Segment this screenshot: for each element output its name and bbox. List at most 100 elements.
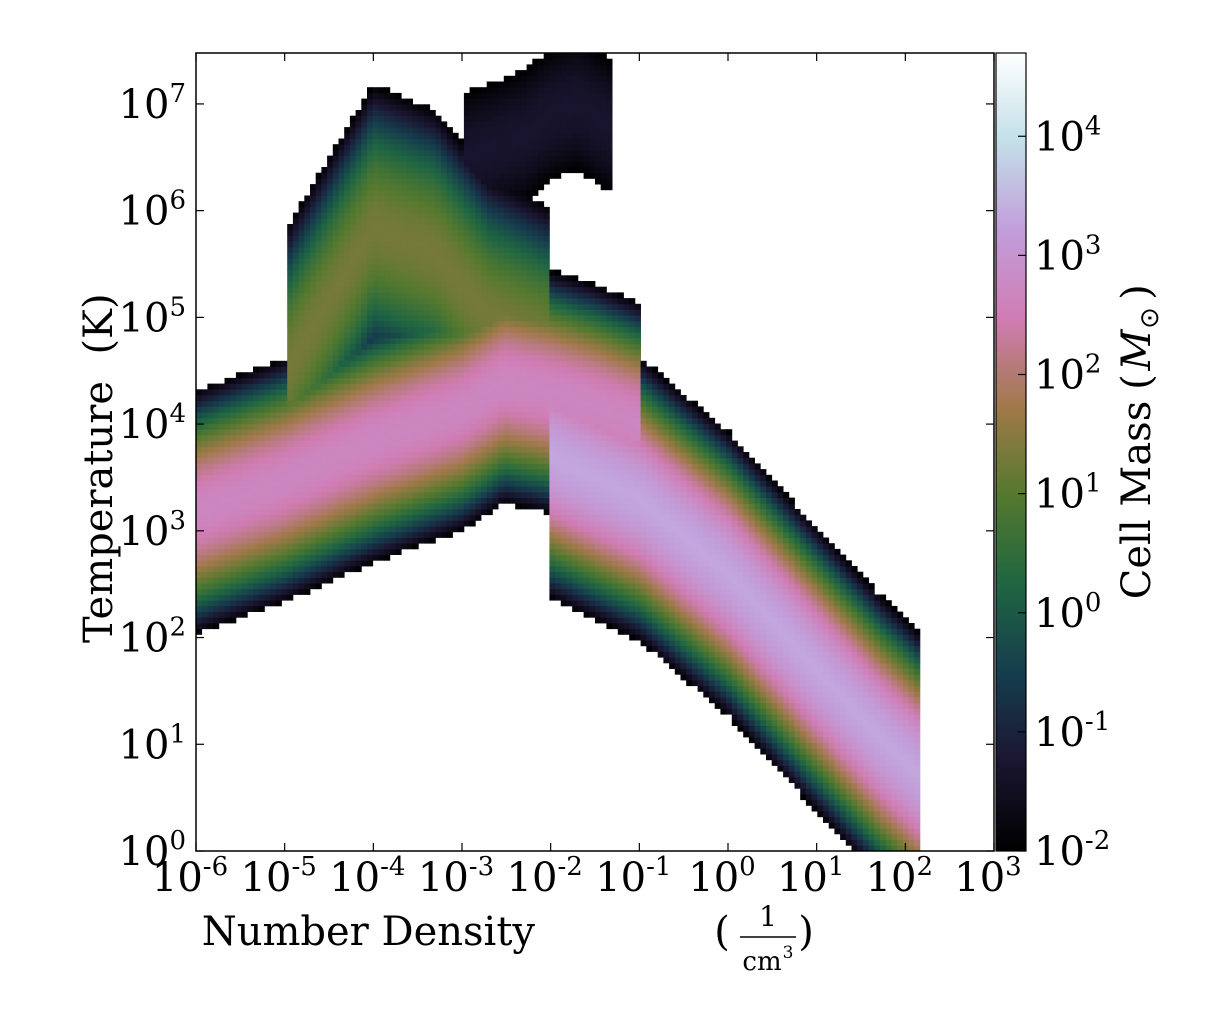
heatmap-cell	[515, 412, 522, 419]
heatmap-cell	[458, 201, 465, 208]
heatmap-cell	[253, 509, 260, 516]
heatmap-cell	[395, 383, 402, 390]
heatmap-cell	[532, 58, 539, 65]
heatmap-cell	[298, 566, 305, 573]
heatmap-cell	[469, 395, 476, 402]
heatmap-cell	[321, 263, 328, 270]
heatmap-cell	[338, 537, 345, 544]
heatmap-cell	[595, 286, 602, 293]
heatmap-cell	[201, 474, 208, 481]
heatmap-cell	[469, 497, 476, 504]
heatmap-cell	[218, 457, 225, 464]
heatmap-cell	[418, 144, 425, 151]
heatmap-cell	[264, 503, 271, 510]
heatmap-cell	[401, 167, 408, 174]
heatmap-cell	[196, 560, 203, 567]
heatmap-cell	[287, 252, 294, 259]
heatmap-cell	[406, 167, 413, 174]
heatmap-cell	[389, 195, 396, 202]
heatmap-cell	[583, 537, 590, 544]
heatmap-cell	[600, 178, 607, 185]
heatmap-cell	[469, 275, 476, 282]
heatmap-cell	[577, 138, 584, 145]
heatmap-cell	[406, 263, 413, 270]
heatmap-cell	[498, 332, 505, 339]
heatmap-cell	[367, 275, 374, 282]
heatmap-cell	[304, 275, 311, 282]
heatmap-cell	[446, 377, 453, 384]
heatmap-cell	[253, 389, 260, 396]
heatmap-cell	[384, 235, 391, 242]
heatmap-cell	[577, 548, 584, 555]
heatmap-cell	[395, 406, 402, 413]
heatmap-cell	[566, 480, 573, 487]
heatmap-cell	[332, 389, 339, 396]
heatmap-cell	[292, 526, 299, 533]
heatmap-cell	[241, 412, 248, 419]
heatmap-cell	[486, 355, 493, 362]
heatmap-cell	[458, 343, 465, 350]
heatmap-cell	[595, 81, 602, 88]
heatmap-cell	[463, 167, 470, 174]
heatmap-cell	[589, 577, 596, 584]
heatmap-cell	[395, 246, 402, 253]
heatmap-cell	[372, 377, 379, 384]
heatmap-cell	[469, 246, 476, 253]
heatmap-cell	[378, 377, 385, 384]
heatmap-cell	[509, 155, 516, 162]
heatmap-cell	[549, 389, 556, 396]
heatmap-cell	[298, 463, 305, 470]
heatmap-cell	[429, 229, 436, 236]
heatmap-cell	[292, 480, 299, 487]
heatmap-cell	[566, 406, 573, 413]
heatmap-cell	[367, 377, 374, 384]
heatmap-cell	[304, 298, 311, 305]
heatmap-cell	[429, 383, 436, 390]
heatmap-cell	[207, 434, 214, 441]
heatmap-cell	[401, 383, 408, 390]
heatmap-cell	[395, 104, 402, 111]
heatmap-cell	[526, 457, 533, 464]
heatmap-cell	[429, 480, 436, 487]
heatmap-cell	[401, 161, 408, 168]
heatmap-cell	[538, 115, 545, 122]
heatmap-cell	[332, 446, 339, 453]
heatmap-cell	[264, 548, 271, 555]
heatmap-cell	[498, 349, 505, 356]
heatmap-cell	[475, 104, 482, 111]
heatmap-cell	[515, 224, 522, 231]
heatmap-cell	[264, 395, 271, 402]
heatmap-cell	[224, 440, 231, 447]
heatmap-cell	[555, 167, 562, 174]
heatmap-cell	[378, 92, 385, 99]
heatmap-cell	[515, 446, 522, 453]
heatmap-cell	[298, 229, 305, 236]
heatmap-cell	[595, 617, 602, 624]
heatmap-cell	[253, 491, 260, 498]
heatmap-cell	[600, 326, 607, 333]
heatmap-cell	[321, 167, 328, 174]
heatmap-cell	[264, 440, 271, 447]
heatmap-cell	[321, 332, 328, 339]
heatmap-cell	[241, 611, 248, 618]
heatmap-cell	[595, 115, 602, 122]
heatmap-cell	[218, 600, 225, 607]
heatmap-cell	[395, 138, 402, 145]
heatmap-cell	[424, 309, 431, 316]
heatmap-cell	[224, 611, 231, 618]
heatmap-cell	[298, 440, 305, 447]
heatmap-cell	[298, 286, 305, 293]
heatmap-cell	[361, 480, 368, 487]
heatmap-cell	[566, 503, 573, 510]
heatmap-cell	[389, 429, 396, 436]
heatmap-cell	[315, 406, 322, 413]
heatmap-cell	[560, 115, 567, 122]
heatmap-cell	[292, 452, 299, 459]
heatmap-cell	[355, 263, 362, 270]
heatmap-cell	[526, 167, 533, 174]
heatmap-cell	[560, 155, 567, 162]
heatmap-cell	[538, 395, 545, 402]
heatmap-cell	[367, 543, 374, 550]
heatmap-cell	[367, 349, 374, 356]
heatmap-cell	[247, 588, 254, 595]
